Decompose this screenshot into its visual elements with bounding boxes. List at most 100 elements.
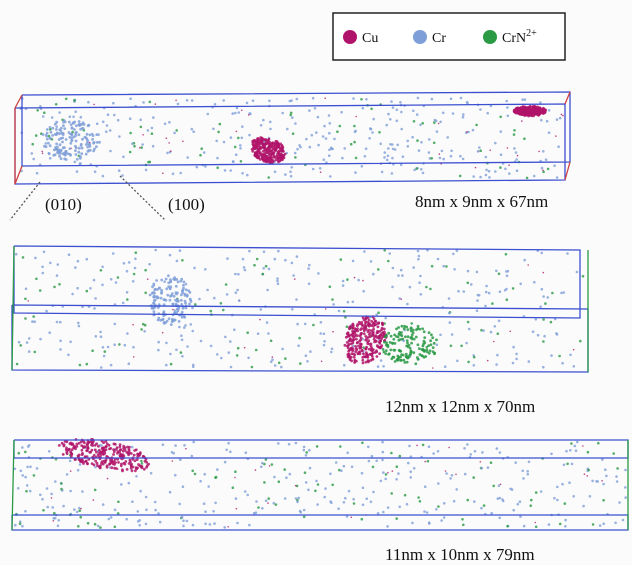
- atom: [269, 156, 272, 159]
- atom: [42, 509, 45, 512]
- atom: [448, 447, 450, 449]
- atom: [165, 299, 168, 302]
- atom: [42, 153, 44, 155]
- atom: [576, 271, 579, 274]
- atom: [102, 449, 105, 452]
- atom: [572, 495, 575, 498]
- atom: [176, 260, 179, 263]
- atom: [409, 353, 412, 356]
- atom: [276, 145, 279, 148]
- atom: [508, 172, 511, 175]
- atom: [120, 464, 123, 467]
- atom: [223, 526, 226, 529]
- atom: [200, 340, 203, 343]
- atom: [86, 146, 89, 149]
- atom: [49, 126, 52, 129]
- atom: [346, 325, 349, 328]
- atom: [228, 351, 231, 354]
- atom: [77, 525, 80, 528]
- atom: [319, 332, 322, 335]
- atom: [75, 131, 78, 134]
- atom: [542, 108, 545, 111]
- atom: [51, 134, 54, 137]
- atom: [472, 476, 475, 479]
- atom: [400, 269, 403, 272]
- atom: [456, 249, 459, 252]
- atom: [212, 128, 215, 131]
- atom: [277, 283, 280, 286]
- atom: [281, 149, 284, 152]
- atom: [395, 517, 398, 520]
- atom: [154, 501, 157, 504]
- atom: [165, 364, 168, 367]
- atom: [284, 357, 287, 360]
- atom: [599, 524, 602, 527]
- atom: [391, 157, 394, 160]
- atom: [53, 286, 56, 289]
- atom: [54, 123, 57, 126]
- atom: [329, 285, 332, 288]
- atom: [55, 125, 58, 128]
- atom: [58, 152, 61, 155]
- atom: [352, 340, 355, 343]
- atom: [417, 325, 420, 328]
- atom: [124, 344, 127, 347]
- atom: [559, 117, 562, 120]
- atom: [114, 323, 117, 326]
- atom: [255, 349, 258, 352]
- atom: [500, 153, 503, 156]
- atom: [230, 136, 233, 139]
- atom: [382, 511, 385, 514]
- atom: [142, 101, 145, 104]
- atom: [614, 522, 617, 525]
- atom: [455, 474, 457, 476]
- atom: [216, 468, 219, 471]
- atom: [445, 470, 447, 472]
- atom: [179, 172, 182, 175]
- atom: [137, 463, 140, 466]
- atom: [199, 480, 202, 483]
- atom: [294, 278, 296, 280]
- atom: [566, 463, 569, 466]
- atom: [298, 337, 301, 340]
- atom: [305, 354, 308, 357]
- atom: [292, 274, 295, 277]
- atom: [26, 484, 29, 487]
- atom: [26, 341, 29, 344]
- atom: [117, 461, 120, 464]
- atom: [435, 120, 438, 123]
- atom: [355, 347, 358, 350]
- atom: [528, 109, 531, 112]
- atom: [227, 526, 229, 528]
- atom: [176, 298, 179, 301]
- atom: [428, 138, 431, 141]
- atom: [191, 99, 194, 102]
- atom: [289, 114, 292, 117]
- atom: [154, 299, 157, 302]
- atom: [21, 474, 24, 477]
- atom: [462, 113, 465, 116]
- atom: [234, 146, 237, 149]
- atom: [62, 132, 65, 135]
- atom: [384, 336, 387, 339]
- atom: [362, 362, 365, 365]
- atom: [514, 461, 517, 464]
- atom: [51, 506, 54, 509]
- atom: [437, 482, 440, 485]
- atom: [436, 130, 439, 133]
- atom: [140, 328, 143, 331]
- atom: [496, 447, 499, 450]
- atom: [384, 317, 387, 320]
- atom: [152, 283, 155, 286]
- atom: [125, 451, 128, 454]
- atom: [133, 273, 136, 276]
- atom: [307, 267, 310, 270]
- atom: [523, 259, 526, 262]
- atom: [136, 467, 139, 470]
- atom: [582, 505, 585, 508]
- atom: [222, 309, 225, 312]
- atom: [54, 480, 57, 483]
- atom: [317, 272, 320, 275]
- atom: [562, 115, 564, 117]
- atom: [152, 116, 155, 119]
